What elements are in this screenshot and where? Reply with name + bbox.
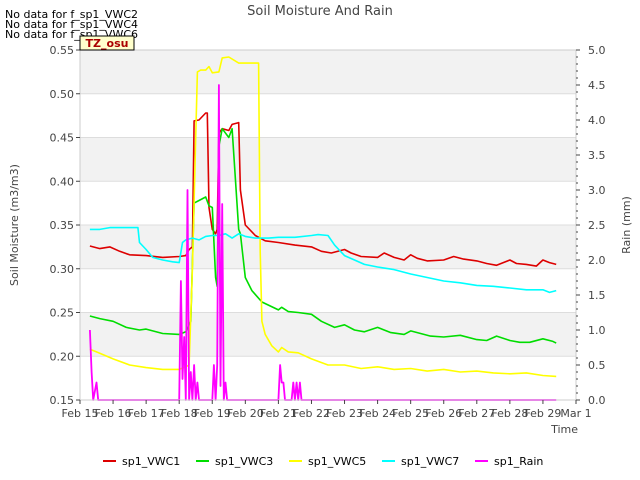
x-tick-label: Feb 29	[524, 407, 561, 420]
no-data-message: No data for f_sp1_VWC2	[5, 8, 138, 21]
x-tick-label: Feb 22	[293, 407, 330, 420]
y-tick-label: 0.25	[50, 307, 75, 320]
plot-band	[80, 50, 576, 94]
x-tick-label: Feb 24	[359, 407, 396, 420]
plot-band	[80, 137, 576, 182]
y2-tick-label: 3.0	[588, 184, 606, 197]
series-line-sp1-vwc7	[89, 226, 557, 294]
y2-tick-label: 2.5	[588, 219, 606, 232]
y2-tick-label: 0.5	[588, 359, 606, 372]
timezone-badge-label: TZ_osu	[86, 37, 129, 50]
y-tick-label: 0.30	[50, 263, 75, 276]
y2-tick-label: 5.0	[588, 44, 606, 57]
timezone-badge: TZ_osu	[79, 35, 135, 51]
y2-tick-label: 1.0	[588, 324, 606, 337]
x-tick-label: Feb 26	[425, 407, 462, 420]
legend-label: sp1_Rain	[494, 455, 543, 468]
x-tick-label: Feb 19	[194, 407, 231, 420]
y-tick-label: 0.40	[50, 175, 75, 188]
y2-tick-label: 1.5	[588, 289, 606, 302]
no-data-message: No data for f_sp1_VWC4	[5, 18, 138, 31]
y-tick-label: 0.15	[50, 394, 75, 407]
x-tick-label: Feb 23	[326, 407, 363, 420]
plot-background	[80, 50, 576, 357]
x-tick-label: Feb 21	[260, 407, 297, 420]
x-tick-label: Feb 25	[392, 407, 429, 420]
legend-label: sp1_VWC3	[215, 455, 273, 468]
timezone-badge-box	[79, 35, 135, 51]
legend-label: sp1_VWC7	[401, 455, 459, 468]
y2-tick-label: 4.0	[588, 114, 606, 127]
legend-label: sp1_VWC1	[122, 455, 180, 468]
y-axis-label: Soil Moisture (m3/m3)	[8, 164, 21, 286]
y2-tick-label: 4.5	[588, 79, 606, 92]
series-line-sp1-vwc1	[89, 112, 557, 267]
y-tick-label: 0.45	[50, 132, 75, 145]
chart-title: Soil Moisture And Rain	[247, 4, 393, 19]
x-tick-label: Feb 20	[227, 407, 264, 420]
y-axis-ticks: 0.15 0.20 0.25 0.30 0.35 0.40 0.45 0.50 0.55	[50, 44, 80, 407]
y2-tick-label: 2.0	[588, 254, 606, 267]
y-tick-label: 0.20	[50, 350, 75, 363]
no-data-messages: No data for f_sp1_VWC2 No data for f_sp1…	[5, 8, 138, 41]
x-tick-label: Feb 16	[95, 407, 132, 420]
legend: sp1_VWC1 sp1_VWC3 sp1_VWC5 sp1_VWC7 sp1_Rain	[103, 455, 543, 468]
y-tick-label: 0.35	[50, 219, 75, 232]
plot-band	[80, 312, 576, 357]
y2-axis-label: Rain (mm)	[620, 196, 633, 254]
y2-tick-label: 0.0	[588, 394, 606, 407]
x-tick-label: Feb 15	[62, 407, 99, 420]
y2-axis-ticks: 0.0 0.5 1.0 1.5 2.0 2.5 3.0 3.5 4.0 4.5 5.0	[576, 44, 606, 407]
y-tick-label: 0.50	[50, 88, 75, 101]
plot-band	[80, 225, 576, 269]
x-tick-label: Mar 1	[560, 407, 591, 420]
y-tick-label: 0.55	[50, 44, 75, 57]
x-tick-label: Feb 18	[161, 407, 198, 420]
legend-label: sp1_VWC5	[308, 455, 366, 468]
x-tick-label: Feb 27	[458, 407, 495, 420]
x-axis-label: Time	[550, 423, 578, 436]
x-tick-label: Feb 17	[128, 407, 165, 420]
y2-tick-label: 3.5	[588, 149, 606, 162]
x-tick-label: Feb 28	[491, 407, 528, 420]
